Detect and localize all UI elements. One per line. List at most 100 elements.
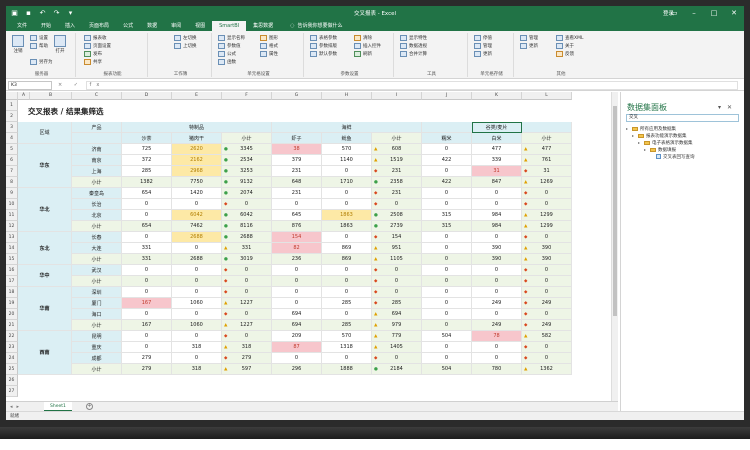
tab-view[interactable]: 视图 — [195, 23, 206, 29]
left-switch-button[interactable]: 左切换 — [174, 35, 197, 41]
value-cell[interactable]: 1362 ▲ — [522, 364, 572, 375]
value-cell[interactable]: 38 — [272, 144, 322, 155]
pane-options-icon[interactable]: ▾ — [717, 104, 727, 111]
value-cell[interactable]: 0 — [422, 166, 472, 177]
value-cell[interactable]: 1269 ▲ — [522, 177, 572, 188]
chart-button[interactable]: 图形 — [260, 35, 278, 41]
insert-control-button[interactable]: 插入控件 — [354, 43, 381, 49]
value-cell[interactable]: 9132 ● — [222, 177, 272, 188]
city-label[interactable]: 重庆 — [72, 342, 122, 353]
tab-smartbi[interactable]: SmartBI — [212, 21, 247, 31]
column-header[interactable]: B — [30, 92, 72, 100]
city-label[interactable]: 小计 — [72, 276, 122, 287]
value-cell[interactable]: 1382 — [122, 177, 172, 188]
update-button[interactable]: 更新 — [520, 43, 538, 49]
value-cell[interactable]: 0 — [272, 265, 322, 276]
value-cell[interactable]: 2534 ● — [222, 155, 272, 166]
value-cell[interactable]: 331 — [122, 254, 172, 265]
name-box[interactable]: K3 — [8, 81, 52, 90]
report-button[interactable]: 报表收 — [84, 35, 107, 41]
select-all-corner[interactable] — [6, 92, 18, 100]
value-cell[interactable]: 154 — [272, 232, 322, 243]
value-cell[interactable]: 285 ◆ — [372, 298, 422, 309]
value-cell[interactable]: 0 — [422, 287, 472, 298]
row-header[interactable]: 27 — [6, 386, 18, 397]
value-cell[interactable]: 285 — [322, 298, 372, 309]
value-cell[interactable]: 279 — [122, 353, 172, 364]
tab-page-layout[interactable]: 页面布局 — [89, 23, 110, 29]
value-cell[interactable]: 249 — [472, 298, 522, 309]
column-header[interactable]: J — [422, 92, 472, 100]
region-label[interactable]: 华东 — [18, 144, 72, 188]
value-cell[interactable]: 0 ◆ — [372, 199, 422, 210]
row-header[interactable]: 5 — [6, 144, 18, 155]
column-header[interactable]: D — [122, 92, 172, 100]
value-cell[interactable]: 372 — [122, 155, 172, 166]
value-cell[interactable]: 0 — [322, 166, 372, 177]
value-cell[interactable]: 570 — [322, 331, 372, 342]
value-cell[interactable]: 869 — [322, 243, 372, 254]
display-feature-button[interactable]: 显示特性 — [400, 35, 427, 41]
city-label[interactable]: 秦皇岛 — [72, 188, 122, 199]
minimize-icon[interactable]: – — [692, 8, 696, 17]
expand-icon[interactable]: ▸ — [632, 133, 635, 138]
value-cell[interactable]: 1863 — [322, 210, 372, 221]
value-cell[interactable]: 296 — [272, 364, 322, 375]
value-cell[interactable]: 0 — [422, 144, 472, 155]
save-as-button[interactable]: 另存为 — [30, 59, 53, 65]
value-cell[interactable]: 1299 ▲ — [522, 221, 572, 232]
value-cell[interactable]: 2620 — [172, 144, 222, 155]
region-label[interactable]: 华中 — [18, 265, 72, 287]
value-cell[interactable]: 1105 ▲ — [372, 254, 422, 265]
value-cell[interactable]: 0 — [122, 199, 172, 210]
value-cell[interactable]: 0 — [422, 265, 472, 276]
value-cell[interactable]: 984 — [472, 210, 522, 221]
value-cell[interactable]: 236 — [272, 254, 322, 265]
tree-node[interactable]: ▸ 数据填报 — [626, 146, 740, 153]
maximize-icon[interactable]: □ — [710, 8, 718, 17]
value-cell[interactable]: 279 — [122, 364, 172, 375]
header-product-name[interactable]: 小计 — [522, 133, 572, 144]
column-header[interactable]: F — [222, 92, 272, 100]
value-cell[interactable]: 31 — [472, 166, 522, 177]
value-cell[interactable]: 780 — [472, 364, 522, 375]
value-cell[interactable]: 231 ◆ — [372, 188, 422, 199]
value-cell[interactable]: 0 ◆ — [222, 331, 272, 342]
tree-node[interactable]: ▸ 电子表格演示数据集 — [626, 139, 740, 146]
value-cell[interactable]: 2184 ● — [372, 364, 422, 375]
value-cell[interactable]: 725 — [122, 144, 172, 155]
value-cell[interactable]: 1888 — [322, 364, 372, 375]
row-header[interactable]: 4 — [6, 133, 18, 144]
value-cell[interactable]: 0 ◆ — [522, 342, 572, 353]
value-cell[interactable]: 504 — [422, 364, 472, 375]
value-cell[interactable]: 0 ◆ — [522, 265, 572, 276]
page-setup-button[interactable]: 页面设置 — [84, 43, 111, 49]
value-cell[interactable]: 209 — [272, 331, 322, 342]
value-cell[interactable]: 0 — [122, 265, 172, 276]
value-cell[interactable]: 1060 — [172, 298, 222, 309]
value-cell[interactable]: 645 — [272, 210, 322, 221]
value-cell[interactable]: 285 — [122, 166, 172, 177]
value-cell[interactable]: 608 ▲ — [372, 144, 422, 155]
column-header[interactable]: I — [372, 92, 422, 100]
row-header[interactable]: 11 — [6, 210, 18, 221]
value-cell[interactable]: 1227 ▲ — [222, 320, 272, 331]
value-cell[interactable]: 2074 ● — [222, 188, 272, 199]
value-cell[interactable]: 0 ◆ — [522, 353, 572, 364]
formula-controls[interactable]: × ✓ fx — [58, 82, 105, 88]
table-param-button[interactable]: 表格参数 — [310, 35, 337, 41]
open-button[interactable]: 打开 — [54, 35, 66, 54]
value-cell[interactable]: 0 — [472, 353, 522, 364]
value-cell[interactable]: 1519 ▲ — [372, 155, 422, 166]
value-cell[interactable]: 0 — [122, 276, 172, 287]
value-cell[interactable]: 0 — [472, 199, 522, 210]
value-cell[interactable]: 0 — [122, 331, 172, 342]
value-cell[interactable]: 87 — [272, 342, 322, 353]
region-label[interactable]: 东北 — [18, 232, 72, 265]
value-cell[interactable]: 0 ◆ — [222, 287, 272, 298]
sign-in-link[interactable]: 登录 — [662, 11, 674, 17]
value-cell[interactable]: 1420 — [172, 188, 222, 199]
row-header[interactable]: 20 — [6, 309, 18, 320]
city-label[interactable]: 小计 — [72, 177, 122, 188]
value-cell[interactable]: 654 — [122, 188, 172, 199]
